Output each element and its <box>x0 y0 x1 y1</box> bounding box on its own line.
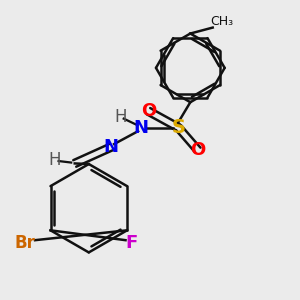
Text: N: N <box>134 118 148 136</box>
Text: O: O <box>141 102 156 120</box>
Text: N: N <box>104 138 119 156</box>
Text: H: H <box>114 108 126 126</box>
Text: Br: Br <box>14 234 35 252</box>
Text: F: F <box>125 234 138 252</box>
Text: CH₃: CH₃ <box>210 15 233 28</box>
Text: S: S <box>171 118 185 137</box>
Text: H: H <box>49 152 61 169</box>
Text: O: O <box>190 141 206 159</box>
